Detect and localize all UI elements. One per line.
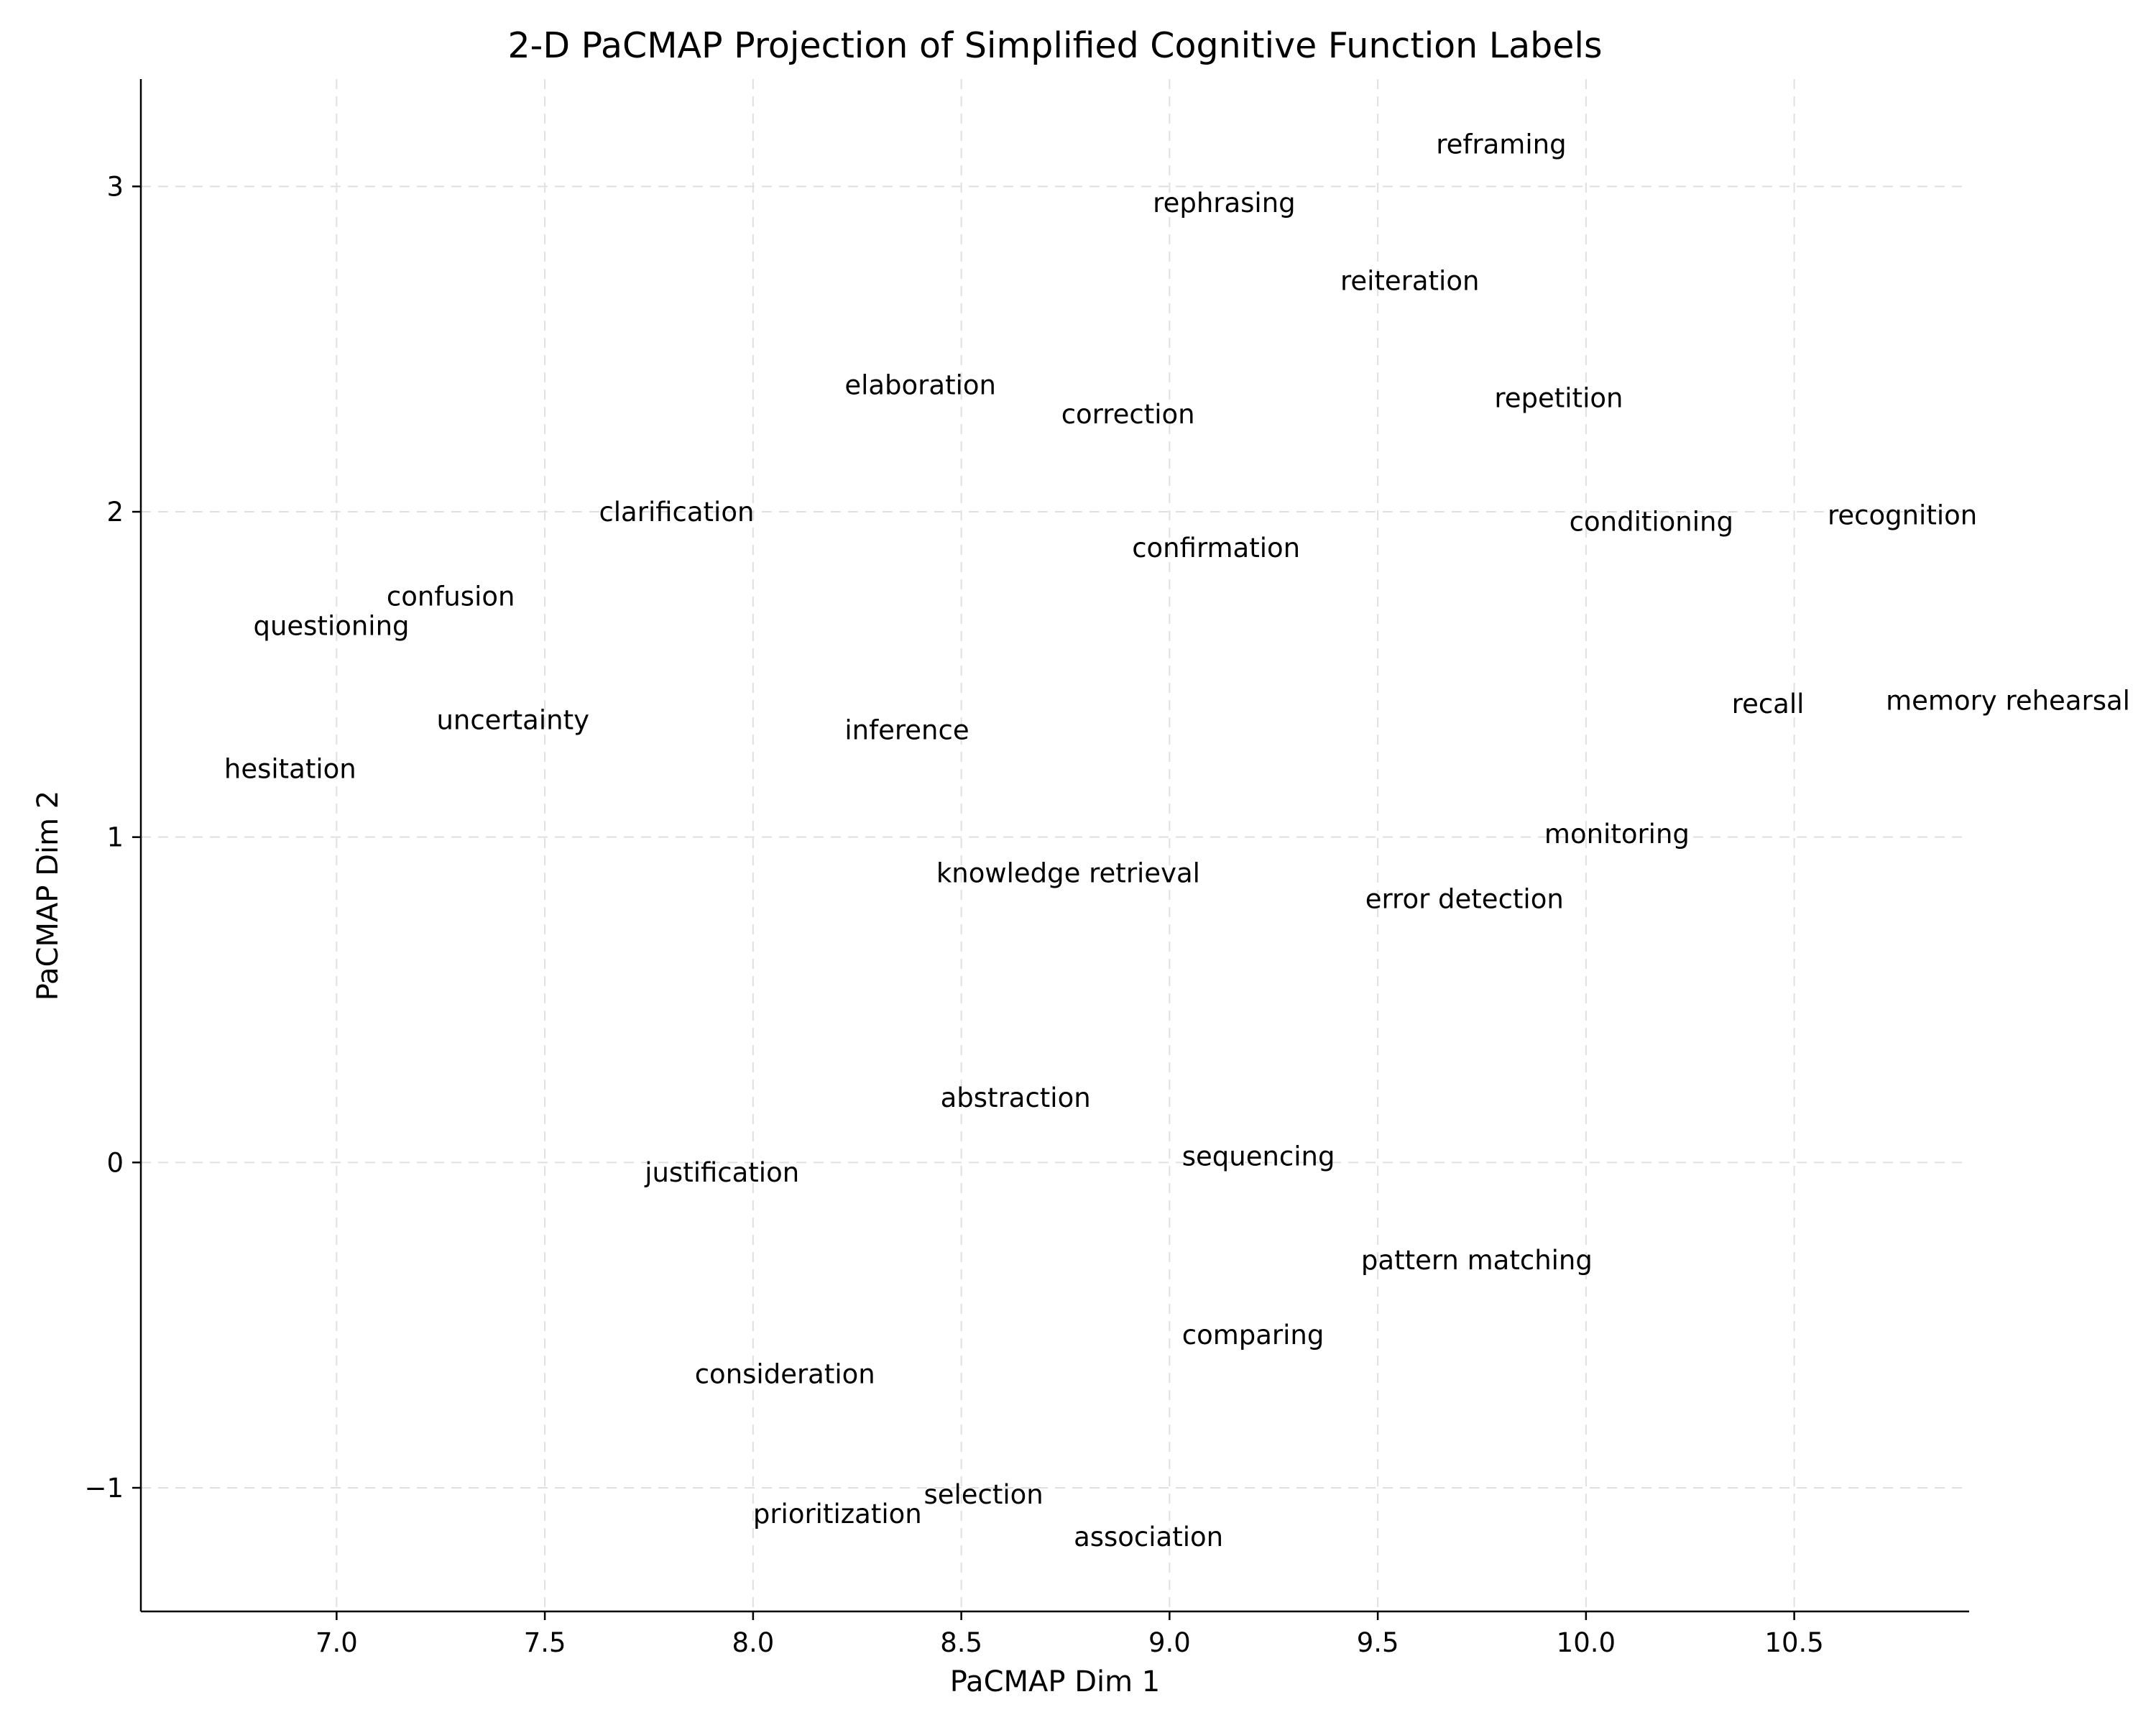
y-tick-label: 0 bbox=[106, 1147, 124, 1178]
x-tick-label: 8.5 bbox=[940, 1627, 982, 1658]
point-label: clarification bbox=[599, 497, 754, 528]
point-label: correction bbox=[1061, 399, 1195, 430]
x-tick-label: 9.0 bbox=[1148, 1627, 1191, 1658]
x-tick-label: 10.0 bbox=[1557, 1627, 1616, 1658]
point-label: confirmation bbox=[1132, 533, 1300, 564]
point-labels: reframing rephrasing reiteration elaboratio… bbox=[224, 129, 2130, 1552]
y-tick-label: 3 bbox=[106, 171, 124, 202]
point-label: selection bbox=[923, 1479, 1043, 1510]
point-label: prioritization bbox=[753, 1499, 922, 1530]
point-label: memory rehearsal bbox=[1886, 686, 2130, 717]
point-label: recall bbox=[1732, 689, 1805, 719]
point-label: recognition bbox=[1828, 500, 1977, 531]
point-label: inference bbox=[844, 714, 969, 745]
point-label: confusion bbox=[387, 581, 515, 612]
point-label: elaboration bbox=[844, 369, 996, 400]
point-label: rephrasing bbox=[1153, 188, 1295, 218]
point-label: consideration bbox=[695, 1359, 875, 1390]
y-tick-label: −1 bbox=[84, 1473, 124, 1504]
point-label: reframing bbox=[1436, 129, 1566, 160]
point-label: sequencing bbox=[1182, 1141, 1335, 1172]
x-tick-label: 7.5 bbox=[524, 1627, 566, 1658]
y-tick-label: 2 bbox=[106, 497, 124, 528]
point-label: hesitation bbox=[224, 754, 356, 785]
point-label: uncertainty bbox=[436, 705, 589, 736]
point-label: knowledge retrieval bbox=[936, 857, 1200, 888]
grid-lines bbox=[141, 79, 1969, 1611]
point-label: reiteration bbox=[1340, 266, 1479, 297]
y-tick-label: 1 bbox=[106, 822, 124, 853]
y-axis-label: PaCMAP Dim 2 bbox=[32, 791, 65, 1001]
point-label: questioning bbox=[253, 610, 409, 641]
chart-title: 2-D PaCMAP Projection of Simplified Cogn… bbox=[507, 25, 1602, 66]
x-tick-label: 9.5 bbox=[1357, 1627, 1399, 1658]
point-label: conditioning bbox=[1570, 507, 1733, 538]
axis-ticks: 7.0 7.5 8.0 8.5 9.0 9.5 10.0 10.5 −1 0 1 2 3 bbox=[84, 171, 1823, 1658]
point-label: monitoring bbox=[1544, 819, 1690, 850]
point-label: abstraction bbox=[941, 1082, 1091, 1113]
x-tick-label: 7.0 bbox=[315, 1627, 358, 1658]
point-label: justification bbox=[644, 1157, 799, 1188]
x-axis-label: PaCMAP Dim 1 bbox=[950, 1665, 1161, 1698]
x-tick-label: 10.5 bbox=[1764, 1627, 1823, 1658]
x-tick-label: 8.0 bbox=[732, 1627, 774, 1658]
point-label: error detection bbox=[1365, 884, 1564, 915]
point-label: comparing bbox=[1182, 1320, 1325, 1351]
point-label: association bbox=[1074, 1522, 1223, 1552]
point-label: repetition bbox=[1494, 383, 1623, 414]
point-label: pattern matching bbox=[1361, 1245, 1593, 1276]
